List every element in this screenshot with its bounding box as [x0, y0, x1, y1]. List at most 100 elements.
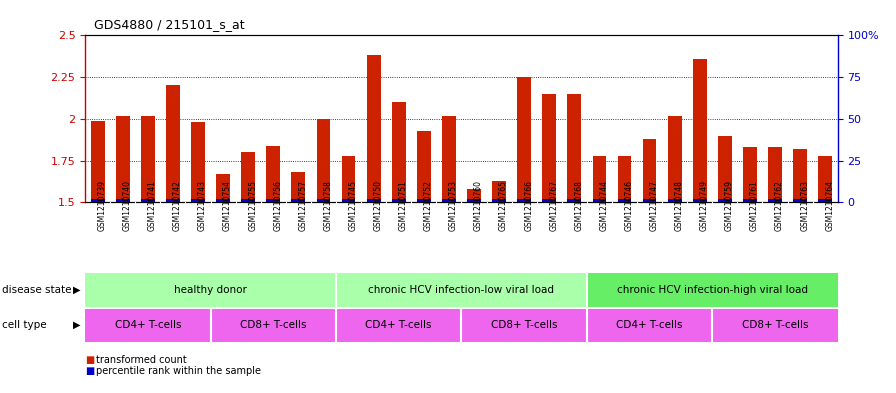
Text: CD8+ T-cells: CD8+ T-cells — [742, 320, 808, 330]
Text: GSM1210761: GSM1210761 — [750, 180, 759, 231]
Text: CD4+ T-cells: CD4+ T-cells — [366, 320, 432, 330]
Bar — [166, 199, 180, 202]
Bar — [517, 77, 531, 202]
Text: ▶: ▶ — [73, 320, 81, 330]
Bar — [90, 121, 105, 202]
Bar — [587, 273, 838, 307]
Bar — [191, 199, 205, 202]
Bar — [366, 55, 381, 202]
Text: CD8+ T-cells: CD8+ T-cells — [240, 320, 306, 330]
Bar — [768, 147, 782, 202]
Bar — [241, 199, 255, 202]
Text: chronic HCV infection-high viral load: chronic HCV infection-high viral load — [616, 285, 808, 295]
Bar — [467, 199, 481, 202]
Bar — [191, 122, 205, 202]
Text: CD4+ T-cells: CD4+ T-cells — [115, 320, 181, 330]
Text: GSM1210757: GSM1210757 — [298, 180, 307, 231]
Text: cell type: cell type — [2, 320, 47, 330]
Bar — [542, 94, 556, 202]
Bar — [417, 130, 431, 202]
Bar — [617, 156, 632, 202]
Bar — [693, 199, 707, 202]
Text: GSM1210759: GSM1210759 — [725, 180, 734, 231]
Bar — [693, 59, 707, 202]
Text: GSM1210744: GSM1210744 — [599, 180, 608, 231]
Text: GSM1210739: GSM1210739 — [98, 180, 107, 231]
Text: ■: ■ — [85, 366, 94, 376]
Bar — [818, 156, 832, 202]
Text: GSM1210758: GSM1210758 — [323, 180, 332, 231]
Text: GSM1210752: GSM1210752 — [424, 180, 433, 231]
Bar — [442, 116, 456, 202]
Bar — [166, 85, 180, 202]
Text: GSM1210762: GSM1210762 — [775, 180, 784, 231]
Text: GSM1210767: GSM1210767 — [549, 180, 558, 231]
Text: GSM1210754: GSM1210754 — [223, 180, 232, 231]
Bar — [617, 199, 632, 202]
Text: GSM1210743: GSM1210743 — [198, 180, 207, 231]
Bar — [341, 199, 356, 202]
Bar — [266, 145, 280, 202]
Text: disease state: disease state — [2, 285, 72, 295]
Bar — [241, 152, 255, 202]
Bar — [141, 116, 155, 202]
Bar — [467, 189, 481, 202]
Bar — [116, 199, 130, 202]
Bar — [316, 199, 331, 202]
Text: transformed count: transformed count — [96, 354, 186, 365]
Text: GSM1210764: GSM1210764 — [825, 180, 834, 231]
Text: GSM1210751: GSM1210751 — [399, 180, 408, 231]
Text: GSM1210740: GSM1210740 — [123, 180, 132, 231]
Bar — [567, 94, 582, 202]
Bar — [668, 116, 682, 202]
Bar — [216, 174, 230, 202]
Text: GSM1210745: GSM1210745 — [349, 180, 358, 231]
Text: GSM1210763: GSM1210763 — [800, 180, 809, 231]
Bar — [492, 199, 506, 202]
Bar — [567, 199, 582, 202]
Bar — [417, 199, 431, 202]
Text: healthy donor: healthy donor — [174, 285, 247, 295]
Text: percentile rank within the sample: percentile rank within the sample — [96, 366, 261, 376]
Text: GSM1210768: GSM1210768 — [574, 180, 583, 231]
Text: GSM1210746: GSM1210746 — [625, 180, 633, 231]
Text: GSM1210756: GSM1210756 — [273, 180, 282, 231]
Text: GSM1210766: GSM1210766 — [524, 180, 533, 231]
Bar — [141, 199, 155, 202]
Bar — [743, 199, 757, 202]
Bar — [85, 309, 211, 342]
Bar — [492, 181, 506, 202]
Bar — [712, 309, 838, 342]
Bar — [793, 199, 807, 202]
Bar — [461, 309, 587, 342]
Bar — [116, 116, 130, 202]
Text: GSM1210742: GSM1210742 — [173, 180, 182, 231]
Text: ▶: ▶ — [73, 285, 81, 295]
Text: GSM1210755: GSM1210755 — [248, 180, 257, 231]
Bar — [592, 156, 607, 202]
Bar — [266, 199, 280, 202]
Bar — [442, 199, 456, 202]
Bar — [668, 199, 682, 202]
Bar — [642, 199, 657, 202]
Text: GSM1210760: GSM1210760 — [474, 180, 483, 231]
Bar — [341, 156, 356, 202]
Bar — [85, 273, 336, 307]
Bar — [818, 199, 832, 202]
Text: chronic HCV infection-low viral load: chronic HCV infection-low viral load — [368, 285, 555, 295]
Bar — [743, 147, 757, 202]
Text: GSM1210749: GSM1210749 — [700, 180, 709, 231]
Bar — [90, 199, 105, 202]
Bar — [336, 309, 461, 342]
Text: GSM1210747: GSM1210747 — [650, 180, 659, 231]
Bar — [793, 149, 807, 202]
Text: GSM1210748: GSM1210748 — [675, 180, 684, 231]
Bar — [542, 199, 556, 202]
Bar — [517, 199, 531, 202]
Bar — [642, 139, 657, 202]
Bar — [718, 199, 732, 202]
Text: CD4+ T-cells: CD4+ T-cells — [616, 320, 683, 330]
Bar — [291, 172, 306, 202]
Bar — [768, 199, 782, 202]
Bar — [366, 199, 381, 202]
